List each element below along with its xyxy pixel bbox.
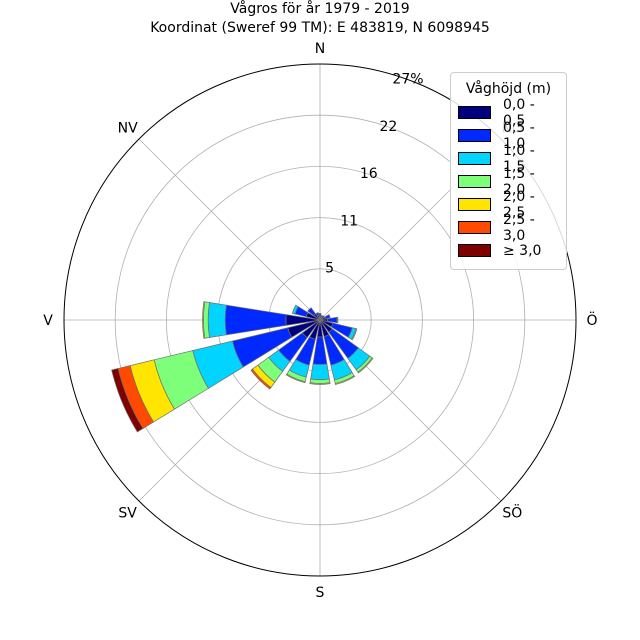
polar-frame — [63, 63, 577, 577]
direction-label-S: S — [316, 585, 325, 601]
legend: Våghöjd (m) 0,0 - 0,5 0,5 - 1,0 1,0 - 1,5 1… — [450, 72, 567, 270]
bar-dir112.5-bin3 — [351, 328, 358, 341]
bar-dir225-bin5 — [250, 368, 272, 390]
direction-label-SÖ: SÖ — [502, 503, 522, 521]
legend-swatch — [458, 106, 491, 119]
bar-dir0-bin1 — [318, 313, 322, 317]
legend-swatch — [458, 175, 491, 188]
legend-swatch — [458, 129, 491, 142]
bar-dir90-bin2 — [336, 316, 339, 324]
chart-subtitle: Koordinat (Sweref 99 TM): E 483819, N 60… — [150, 20, 490, 36]
legend-item: 0,0 - 0,5 — [457, 97, 560, 129]
bar-dir22.5-bin1 — [320, 314, 323, 319]
bar-dir135-bin4 — [357, 357, 374, 374]
bar-dir247.5-bin6 — [111, 368, 144, 433]
bar-dir45-bin1 — [321, 315, 325, 319]
radial-tick-label-0: 5 — [325, 261, 334, 277]
grid-spoke-7 — [138, 138, 321, 321]
legend-item: 1,5 - 2,0 — [457, 166, 560, 198]
legend-label: 2,0 - 2,5 — [503, 188, 535, 221]
legend-label: ≥ 3,0 — [503, 242, 542, 259]
legend-swatch — [458, 198, 491, 211]
chart-title: Vågros för år 1979 - 2019 — [230, 1, 410, 17]
legend-label: 0,0 - 0,5 — [503, 96, 535, 129]
legend-swatch — [458, 244, 491, 257]
direction-label-NV: NV — [118, 121, 138, 137]
bar-dir180-bin2 — [310, 363, 330, 381]
legend-item: 2,0 - 2,5 — [457, 189, 560, 221]
radial-tick-label-4: 27% — [392, 71, 423, 87]
legend-label: 1,5 - 2,0 — [503, 165, 535, 198]
chart-title-block: Vågros för år 1979 - 2019 Koordinat (Swe… — [0, 0, 640, 38]
bar-dir292.5-bin2 — [291, 304, 299, 315]
direction-label-V: V — [43, 313, 53, 329]
radial-tick-label-3: 22 — [379, 119, 397, 135]
legend-item: 0,5 - 1,0 — [457, 120, 560, 152]
bar-dir270-bin4 — [202, 301, 206, 339]
direction-label-N: N — [315, 41, 325, 57]
legend-rows: 0,0 - 0,5 0,5 - 1,0 1,0 - 1,5 1,5 - 2,0 2,0 … — [457, 97, 560, 262]
radial-tick-label-2: 16 — [360, 166, 378, 182]
bar-dir315-bin1 — [307, 307, 317, 317]
bar-dir180-bin4 — [309, 382, 331, 385]
bar-dir67.5-bin1 — [324, 314, 331, 320]
legend-item: ≥ 3,0 — [457, 239, 560, 262]
direction-label-SV: SV — [118, 505, 137, 521]
bar-dir337.5-bin1 — [315, 312, 320, 317]
legend-swatch — [458, 152, 491, 165]
bar-dir157.5-bin4 — [334, 375, 356, 385]
bar-dir202.5-bin4 — [285, 373, 306, 384]
legend-item: 1,0 - 1,5 — [457, 143, 560, 175]
legend-label: 1,0 - 1,5 — [503, 142, 535, 175]
direction-label-Ö: Ö — [586, 311, 597, 329]
legend-item: 2,5 - 3,0 — [457, 212, 560, 244]
legend-title: Våghöjd (m) — [465, 81, 552, 97]
legend-label: 0,5 - 1,0 — [503, 119, 535, 152]
bar-dir270-bin2 — [207, 302, 227, 338]
radial-tick-label-1: 11 — [340, 213, 358, 229]
legend-label: 2,5 - 3,0 — [503, 211, 535, 244]
legend-swatch — [458, 221, 491, 234]
